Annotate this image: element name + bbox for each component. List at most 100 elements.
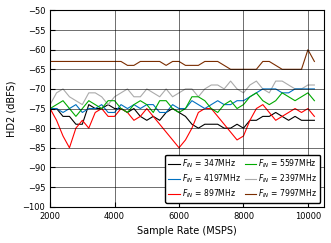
$F_{IN}$ = 2397MHz <box>80 103 84 106</box>
$F_{IN}$ = 5597MHz <box>158 99 162 102</box>
$F_{IN}$ = 347MHz <box>306 119 310 122</box>
$F_{IN}$ = 897MHz <box>125 111 129 114</box>
$F_{IN}$ = 2397MHz <box>242 91 246 94</box>
$F_{IN}$ = 7997MHz <box>177 60 181 63</box>
$F_{IN}$ = 4197MHz <box>280 91 284 94</box>
$F_{IN}$ = 897MHz <box>151 115 155 118</box>
$F_{IN}$ = 347MHz <box>300 119 304 122</box>
$F_{IN}$ = 347MHz <box>203 123 207 126</box>
$F_{IN}$ = 5597MHz <box>106 99 110 102</box>
$F_{IN}$ = 347MHz <box>255 119 259 122</box>
$F_{IN}$ = 7997MHz <box>170 60 174 63</box>
$F_{IN}$ = 347MHz <box>55 107 59 110</box>
$F_{IN}$ = 897MHz <box>113 115 117 118</box>
$F_{IN}$ = 4197MHz <box>209 103 213 106</box>
$F_{IN}$ = 897MHz <box>183 139 187 141</box>
$F_{IN}$ = 4197MHz <box>113 111 117 114</box>
$F_{IN}$ = 7997MHz <box>203 60 207 63</box>
$F_{IN}$ = 5597MHz <box>312 99 316 102</box>
$F_{IN}$ = 347MHz <box>183 115 187 118</box>
$F_{IN}$ = 347MHz <box>293 115 297 118</box>
$F_{IN}$ = 2397MHz <box>235 87 239 90</box>
$F_{IN}$ = 4197MHz <box>68 107 71 110</box>
$F_{IN}$ = 897MHz <box>203 107 207 110</box>
$F_{IN}$ = 347MHz <box>235 123 239 126</box>
$F_{IN}$ = 4197MHz <box>248 95 252 98</box>
$F_{IN}$ = 897MHz <box>261 103 265 106</box>
$F_{IN}$ = 5597MHz <box>287 95 291 98</box>
$F_{IN}$ = 5597MHz <box>261 99 265 102</box>
$F_{IN}$ = 5597MHz <box>274 99 278 102</box>
$F_{IN}$ = 4197MHz <box>61 111 65 114</box>
Y-axis label: HD2 (dBFS): HD2 (dBFS) <box>7 80 17 137</box>
$F_{IN}$ = 7997MHz <box>138 60 142 63</box>
$F_{IN}$ = 897MHz <box>216 115 220 118</box>
$F_{IN}$ = 347MHz <box>216 123 220 126</box>
$F_{IN}$ = 7997MHz <box>300 68 304 71</box>
$F_{IN}$ = 2397MHz <box>255 80 259 83</box>
$F_{IN}$ = 4197MHz <box>274 87 278 90</box>
$F_{IN}$ = 897MHz <box>222 123 226 126</box>
$F_{IN}$ = 2397MHz <box>209 84 213 87</box>
$F_{IN}$ = 897MHz <box>300 111 304 114</box>
Legend: $F_{IN}$ = 347MHz, $F_{IN}$ = 4197MHz, $F_{IN}$ = 897MHz, $F_{IN}$ = 5597MHz, $F: $F_{IN}$ = 347MHz, $F_{IN}$ = 4197MHz, $… <box>165 155 320 203</box>
$F_{IN}$ = 897MHz <box>93 111 97 114</box>
$F_{IN}$ = 347MHz <box>267 115 271 118</box>
$F_{IN}$ = 4197MHz <box>138 107 142 110</box>
$F_{IN}$ = 347MHz <box>61 115 65 118</box>
$F_{IN}$ = 7997MHz <box>274 64 278 67</box>
$F_{IN}$ = 897MHz <box>61 135 65 138</box>
$F_{IN}$ = 5597MHz <box>248 95 252 98</box>
$F_{IN}$ = 897MHz <box>48 107 52 110</box>
$F_{IN}$ = 2397MHz <box>113 95 117 98</box>
$F_{IN}$ = 897MHz <box>235 139 239 141</box>
$F_{IN}$ = 4197MHz <box>158 111 162 114</box>
$F_{IN}$ = 4197MHz <box>242 99 246 102</box>
$F_{IN}$ = 897MHz <box>170 139 174 141</box>
$F_{IN}$ = 2397MHz <box>274 80 278 83</box>
$F_{IN}$ = 347MHz <box>100 107 104 110</box>
$F_{IN}$ = 897MHz <box>209 107 213 110</box>
$F_{IN}$ = 5597MHz <box>93 103 97 106</box>
$F_{IN}$ = 5597MHz <box>125 111 129 114</box>
$F_{IN}$ = 897MHz <box>293 107 297 110</box>
$F_{IN}$ = 4197MHz <box>216 99 220 102</box>
$F_{IN}$ = 7997MHz <box>93 60 97 63</box>
$F_{IN}$ = 5597MHz <box>190 95 194 98</box>
$F_{IN}$ = 2397MHz <box>106 103 110 106</box>
$F_{IN}$ = 7997MHz <box>119 60 123 63</box>
$F_{IN}$ = 2397MHz <box>164 87 168 90</box>
$F_{IN}$ = 897MHz <box>312 115 316 118</box>
$F_{IN}$ = 4197MHz <box>196 103 200 106</box>
$F_{IN}$ = 347MHz <box>125 111 129 114</box>
$F_{IN}$ = 7997MHz <box>158 60 162 63</box>
$F_{IN}$ = 7997MHz <box>293 68 297 71</box>
$F_{IN}$ = 4197MHz <box>125 107 129 110</box>
$F_{IN}$ = 347MHz <box>164 111 168 114</box>
$F_{IN}$ = 897MHz <box>190 127 194 130</box>
$F_{IN}$ = 7997MHz <box>113 60 117 63</box>
$F_{IN}$ = 2397MHz <box>293 87 297 90</box>
$F_{IN}$ = 5597MHz <box>48 107 52 110</box>
$F_{IN}$ = 897MHz <box>306 107 310 110</box>
$F_{IN}$ = 2397MHz <box>132 95 136 98</box>
$F_{IN}$ = 7997MHz <box>209 60 213 63</box>
$F_{IN}$ = 5597MHz <box>100 107 104 110</box>
$F_{IN}$ = 347MHz <box>261 115 265 118</box>
$F_{IN}$ = 5597MHz <box>242 103 246 106</box>
$F_{IN}$ = 897MHz <box>80 119 84 122</box>
$F_{IN}$ = 897MHz <box>164 131 168 134</box>
$F_{IN}$ = 7997MHz <box>87 60 91 63</box>
$F_{IN}$ = 2397MHz <box>312 84 316 87</box>
$F_{IN}$ = 897MHz <box>242 135 246 138</box>
$F_{IN}$ = 2397MHz <box>151 91 155 94</box>
$F_{IN}$ = 7997MHz <box>145 60 149 63</box>
$F_{IN}$ = 347MHz <box>93 107 97 110</box>
$F_{IN}$ = 2397MHz <box>261 87 265 90</box>
$F_{IN}$ = 347MHz <box>170 107 174 110</box>
$F_{IN}$ = 2397MHz <box>125 87 129 90</box>
$F_{IN}$ = 347MHz <box>287 119 291 122</box>
$F_{IN}$ = 2397MHz <box>170 95 174 98</box>
$F_{IN}$ = 7997MHz <box>235 68 239 71</box>
$F_{IN}$ = 347MHz <box>190 123 194 126</box>
